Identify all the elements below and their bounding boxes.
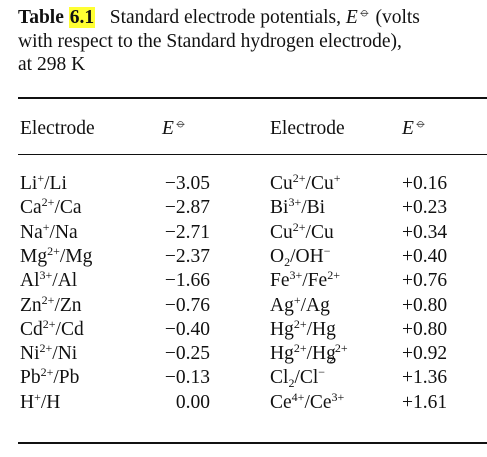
header-potential-right: E⦵	[402, 116, 427, 140]
potential-left: −2.37	[164, 245, 210, 267]
electrode-left: Zn2+/Zn	[20, 292, 82, 316]
header-potential-left: E⦵	[162, 116, 187, 140]
potential-right: +0.92	[402, 343, 448, 365]
header-rule	[18, 154, 487, 155]
potential-right: +0.16	[402, 173, 448, 194]
caption-title: Standard electrode potentials,	[109, 7, 346, 28]
potential-left: −0.13	[164, 367, 210, 389]
table-caption: Table 6.1 Standard electrode potentials,…	[18, 6, 487, 77]
electrode-left: Mg2+/Mg	[20, 243, 93, 267]
table-number: 6.1	[68, 7, 96, 28]
potential-left: −2.87	[164, 197, 210, 219]
standard-state-icon: ⦵	[358, 5, 371, 20]
potential-right: +1.36	[402, 367, 448, 389]
electrode-right: Ce4+/Ce3+	[270, 389, 345, 413]
potential-left: −3.05	[164, 173, 210, 194]
potential-right: +0.76	[402, 270, 448, 292]
potential-left: −0.40	[164, 318, 210, 340]
potential-right: +0.23	[402, 197, 448, 219]
bottom-rule	[18, 442, 487, 444]
electrode-right: Ag+/Ag	[270, 292, 330, 316]
electrode-left: Ni2+/Ni	[20, 341, 78, 365]
top-rule	[18, 97, 487, 99]
caption-line-1: Table 6.1 Standard electrode potentials,…	[18, 6, 487, 30]
potential-right: +0.34	[402, 221, 448, 243]
standard-state-icon: ⦵	[174, 116, 187, 131]
electrode-left: Na+/Na	[20, 219, 78, 243]
potential-right: +0.80	[402, 318, 448, 340]
potential-right: +1.61	[402, 391, 448, 413]
electrode-right: Hg2+/Hg	[270, 316, 336, 340]
caption-line-2: with respect to the Standard hydrogen el…	[18, 30, 402, 52]
caption-line-3: at 298 K	[18, 54, 86, 75]
caption-symbol: E	[345, 7, 358, 28]
caption-title-tail: (volts	[370, 7, 420, 28]
electrode-right: Bi3+/Bi	[270, 195, 326, 219]
potential-left: 0.00	[175, 391, 210, 413]
electrode-right: Cu2+/Cu	[270, 219, 334, 243]
electrode-left: H+/H	[20, 389, 61, 413]
electrode-right: Cl2/Cl−	[270, 365, 326, 391]
table-label: Table	[18, 7, 64, 28]
potential-left: −0.25	[164, 343, 210, 365]
header-potential-right-symbol: E	[402, 118, 414, 139]
electrode-right: O2/OH−	[270, 243, 331, 269]
potential-right: +0.80	[402, 294, 448, 316]
electrode-right: Fe3+/Fe2+	[270, 268, 340, 292]
potential-right: +0.40	[402, 245, 448, 267]
header-potential-left-symbol: E	[162, 118, 174, 139]
potential-left: −2.71	[164, 221, 210, 243]
electrode-left: Cd2+/Cd	[20, 316, 84, 340]
potential-left: −1.66	[164, 270, 210, 292]
potential-left: −0.76	[164, 294, 210, 316]
electrode-right: Cu2+/Cu+	[270, 171, 341, 194]
header-electrode-left: Electrode	[20, 118, 95, 139]
electrode-left: Al3+/Al	[20, 268, 78, 292]
electrode-left: Pb2+/Pb	[20, 365, 80, 389]
standard-state-icon: ⦵	[414, 116, 427, 131]
electrode-right: Hg2+/Hg22+	[270, 341, 348, 367]
electrode-left: Ca2+/Ca	[20, 195, 82, 219]
electrode-left: Li+/Li	[20, 171, 67, 194]
header-electrode-right: Electrode	[270, 118, 345, 139]
